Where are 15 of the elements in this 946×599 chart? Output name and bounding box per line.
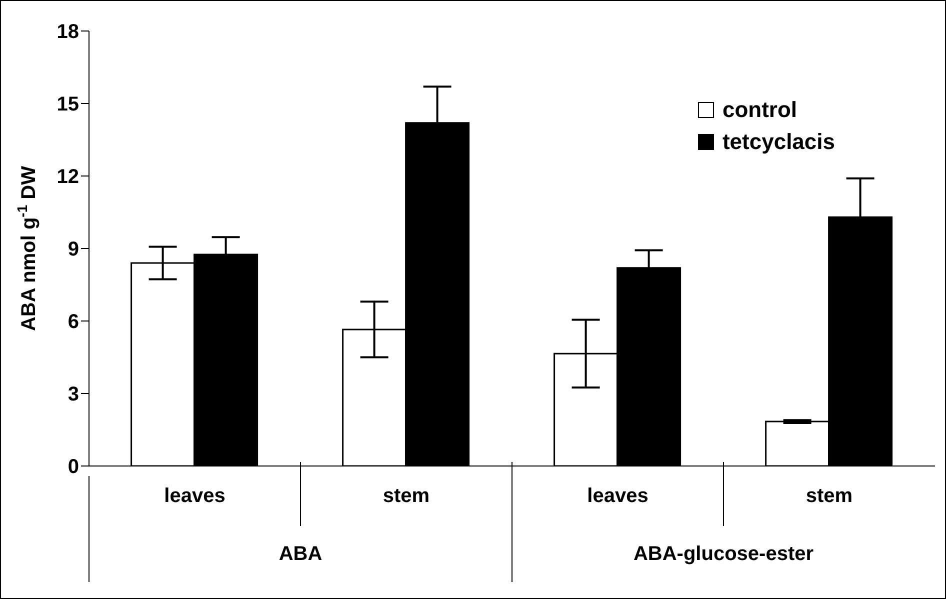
- x-tick-label: stem: [382, 485, 430, 507]
- y-tick-label: 6: [68, 311, 79, 334]
- y-tick-label: 18: [56, 21, 79, 44]
- y-tick-label: 9: [68, 238, 79, 261]
- text: ABA-glucose-ester: [633, 543, 814, 565]
- legend-label: tetcyclacis: [722, 129, 835, 155]
- y-tick-label: 0: [68, 456, 79, 478]
- x-tick-label: leaves: [164, 485, 226, 507]
- y-tick-label: 3: [68, 384, 79, 406]
- y-tick-label: 12: [56, 166, 79, 188]
- text: ABA: [278, 543, 322, 565]
- x-tick-label: leaves: [587, 485, 648, 507]
- y-tick-label: 15: [56, 94, 79, 116]
- legend-label: control: [722, 97, 798, 123]
- x-tick-label: stem: [806, 485, 853, 507]
